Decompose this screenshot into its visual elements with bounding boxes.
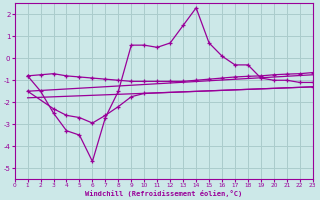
X-axis label: Windchill (Refroidissement éolien,°C): Windchill (Refroidissement éolien,°C) bbox=[85, 190, 242, 197]
